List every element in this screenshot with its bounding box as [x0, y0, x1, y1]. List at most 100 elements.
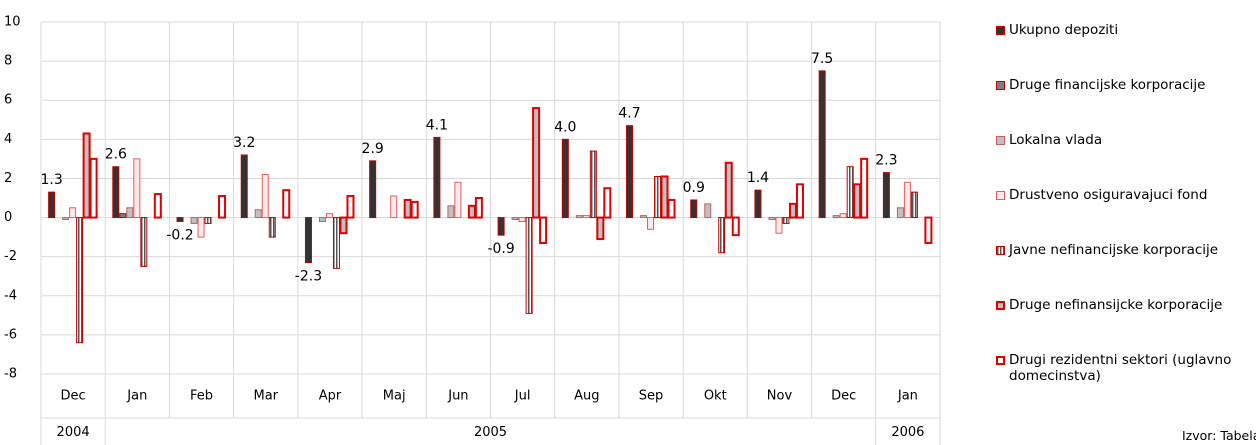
y-tick-label: 8: [4, 54, 12, 69]
source: Izvor: Tabela: [1182, 428, 1256, 443]
y-tick-label: -2: [4, 249, 17, 264]
bar: [654, 175, 662, 219]
legend-label: Drustveno osiguravajuci fond: [1009, 187, 1208, 203]
bar: [318, 217, 326, 222]
bar: [240, 154, 248, 219]
bar: [304, 217, 312, 264]
legend-label: Druge nefinansijcke korporacije: [1009, 297, 1223, 313]
bar: [268, 217, 276, 238]
data-label: 7.5: [811, 51, 833, 67]
y-tick-label: 6: [4, 93, 12, 108]
legend-swatch: [996, 191, 1005, 200]
bar: [474, 197, 483, 219]
bar: [795, 183, 804, 219]
x-tick-label: Okt: [704, 389, 727, 404]
bar: [433, 136, 441, 219]
year-label: 2004: [57, 425, 90, 440]
y-tick-label: 4: [4, 132, 12, 147]
legend-item: Lokalna vlada: [996, 132, 1256, 187]
bar: [903, 181, 911, 219]
bar: [775, 217, 783, 234]
bar: [788, 202, 797, 219]
x-tick-label: Jan: [897, 389, 918, 404]
bar: [896, 207, 904, 219]
data-label: -0.2: [166, 227, 193, 243]
bar: [369, 160, 377, 219]
bar: [403, 198, 412, 219]
bar: [332, 217, 340, 269]
bar: [690, 199, 698, 219]
bar: [390, 195, 398, 219]
legend-item: Ukupno depoziti: [996, 22, 1256, 77]
legend-swatch: [996, 26, 1005, 35]
x-tick-label: Nov: [767, 389, 793, 404]
data-label: 2.9: [362, 141, 384, 157]
bar: [589, 150, 597, 219]
bar: [839, 213, 847, 219]
legend-label: Lokalna vlada: [1009, 132, 1103, 148]
bar: [119, 213, 127, 219]
bar: [667, 198, 676, 219]
x-tick-label: Aug: [574, 389, 599, 404]
bar: [89, 157, 98, 219]
x-tick-label: Feb: [190, 389, 213, 404]
bar: [575, 215, 583, 219]
bar: [62, 217, 70, 221]
bar: [69, 207, 77, 219]
data-label: 4.7: [618, 106, 640, 122]
bar: [846, 166, 854, 219]
bar: [718, 217, 726, 254]
legend-swatch: [996, 301, 1005, 310]
bar: [82, 132, 91, 219]
bar: [204, 217, 212, 224]
data-label: 0.9: [683, 180, 705, 196]
bar: [860, 157, 869, 219]
bar: [454, 181, 462, 219]
bar: [254, 209, 262, 219]
bar: [112, 166, 120, 219]
y-tick-label: 0: [4, 210, 12, 225]
bar: [525, 217, 533, 314]
data-label: -0.9: [487, 241, 514, 257]
bar: [724, 161, 733, 219]
x-tick-label: Jun: [447, 389, 468, 404]
bar: [582, 215, 590, 219]
x-tick-label: Dec: [61, 389, 86, 404]
bar: [176, 217, 184, 222]
bar: [410, 200, 419, 219]
legend-item: Javne nefinancijske korporacije: [996, 242, 1256, 297]
bar: [647, 217, 655, 230]
bar: [660, 175, 669, 219]
bar: [832, 215, 840, 219]
legend-swatch: [996, 356, 1005, 365]
legend-item: Drustveno osiguravajuci fond: [996, 187, 1256, 242]
y-tick-label: 10: [4, 15, 21, 30]
legend-swatch: [996, 246, 1005, 255]
bar: [754, 189, 762, 219]
legend: Ukupno depoziti Druge financijske korpora…: [996, 22, 1256, 407]
bar: [467, 204, 476, 219]
bar: [626, 125, 634, 219]
bar: [497, 217, 505, 236]
bar: [704, 203, 712, 219]
y-tick-label: 2: [4, 171, 12, 186]
x-tick-label: Dec: [831, 389, 856, 404]
year-label: 2006: [891, 425, 924, 440]
bar: [282, 189, 291, 219]
legend-swatch: [996, 81, 1005, 90]
bar: [140, 217, 148, 267]
x-tick-label: Mar: [253, 389, 278, 404]
legend-item: Druge financijske korporacije: [996, 77, 1256, 132]
legend-label: Drugi rezidentni sektori (uglavno domeci…: [1009, 352, 1232, 384]
data-label: -2.3: [295, 269, 322, 285]
data-label: 2.3: [875, 153, 897, 169]
bar: [782, 217, 790, 224]
data-label: 4.1: [426, 117, 448, 133]
data-label: 4.0: [554, 119, 576, 135]
data-label: 1.4: [747, 170, 769, 186]
bar: [153, 193, 162, 219]
bar: [768, 217, 776, 221]
bar: [133, 158, 141, 219]
bar: [218, 195, 227, 219]
